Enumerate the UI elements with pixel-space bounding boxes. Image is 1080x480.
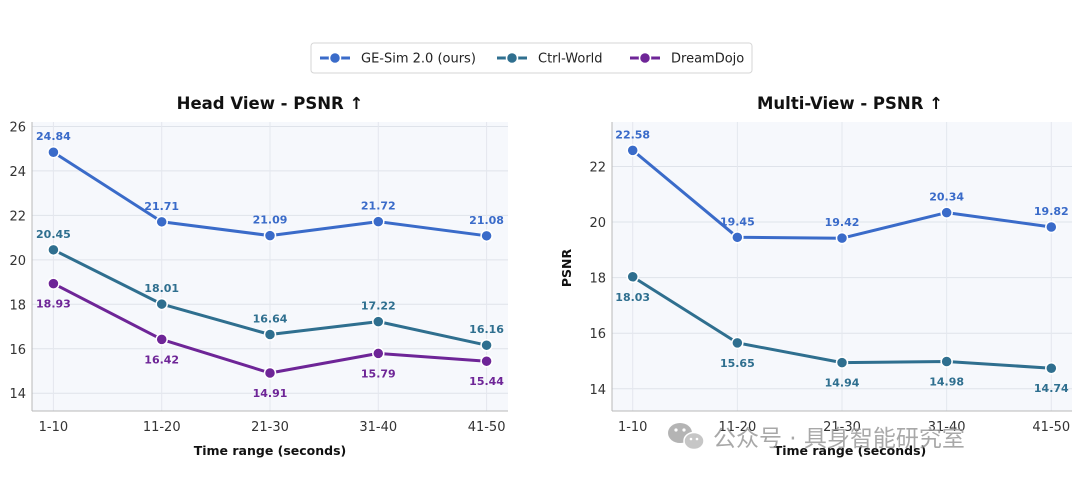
chart0-data-label-dreamdojo: 15.44 [469, 375, 504, 388]
wechat-icon [668, 423, 705, 451]
chart1-x-tick-label: 1-10 [618, 420, 648, 435]
chart1-x-tick-label: 11-20 [718, 420, 756, 435]
multi-view-plot-area: 14 16 18 20 22 1-10 11-20 21-30 31-40 41-50 22.58 1… [589, 122, 1072, 435]
chart0-y-tick-label: 16 [9, 343, 26, 358]
chart1-point-ge-sim-2-0-ours [1045, 220, 1058, 234]
chart0-y-tick-label: 24 [9, 165, 26, 180]
chart0-point-ge-sim-2-0-ours [155, 215, 168, 229]
legend-marker-dreamdojo [638, 51, 652, 65]
multi-view-y-axis-label: PSNR [559, 249, 574, 288]
chart1-y-tick-label: 18 [589, 272, 606, 287]
legend-label-ge-sim: GE-Sim 2.0 (ours) [361, 52, 476, 67]
chart1-point-ge-sim-2-0-ours [731, 231, 744, 244]
chart0-point-dreamdojo [372, 347, 385, 360]
chart0-data-label-ctrl-world: 17.22 [361, 300, 396, 313]
chart0-data-label-ge-sim-2-0-ours: 21.09 [253, 214, 288, 227]
chart1-data-label-ge-sim-2-0-ours: 22.58 [615, 128, 650, 141]
chart1-point-ge-sim-2-0-ours [940, 206, 953, 219]
chart0-point-ge-sim-2-0-ours [263, 229, 277, 242]
chart0-data-label-ge-sim-2-0-ours: 21.08 [469, 214, 504, 227]
chart0-data-label-ctrl-world: 16.16 [469, 323, 504, 336]
chart0-data-label-ctrl-world: 20.45 [36, 228, 71, 241]
head-view-chart: Head View - PSNR ↑ 14 16 18 20 22 24 26 1-10 11-… [9, 94, 508, 458]
chart1-y-tick-label: 20 [589, 216, 606, 231]
chart1-x-tick-label: 21-30 [823, 420, 861, 435]
chart0-point-ge-sim-2-0-ours [480, 229, 493, 243]
watermark-text: 公众号 · 具身智能研究室 [713, 426, 965, 452]
chart0-point-ctrl-world [47, 243, 60, 257]
chart1-point-ctrl-world [940, 355, 953, 368]
chart0-y-tick-label: 20 [9, 254, 26, 269]
chart0-data-label-dreamdojo: 16.42 [144, 353, 179, 366]
chart1-y-tick-label: 16 [589, 327, 606, 342]
chart0-point-dreamdojo [480, 354, 493, 368]
legend-item-ge-sim: GE-Sim 2.0 (ours) [320, 52, 476, 67]
legend-item-ctrl-world: Ctrl-World [497, 52, 603, 67]
chart0-point-ctrl-world [263, 328, 277, 341]
chart0-x-tick-label: 31-40 [359, 420, 397, 435]
chart1-data-label-ctrl-world: 14.94 [825, 377, 860, 390]
chart0-point-dreamdojo [263, 366, 277, 380]
multi-view-title: Multi-View - PSNR ↑ [757, 94, 943, 113]
head-view-x-axis-label: Time range (seconds) [194, 443, 347, 458]
legend-label-ctrl-world: Ctrl-World [538, 52, 603, 67]
legend-marker-ge-sim [328, 51, 342, 65]
chart0-data-label-ge-sim-2-0-ours: 24.84 [36, 130, 71, 143]
chart1-point-ctrl-world [731, 336, 744, 350]
chart0-point-ctrl-world [480, 338, 493, 352]
chart1-data-label-ge-sim-2-0-ours: 19.82 [1034, 205, 1069, 218]
head-view-plot-area: 14 16 18 20 22 24 26 1-10 11-20 21-30 31-40 41-50 24… [9, 120, 508, 435]
chart1-point-ctrl-world [626, 270, 639, 284]
chart0-point-dreamdojo [47, 277, 60, 290]
legend-marker-ctrl-world [505, 51, 519, 65]
chart1-point-ctrl-world [1045, 361, 1058, 375]
chart0-data-label-dreamdojo: 14.91 [253, 387, 288, 400]
legend-item-dreamdojo: DreamDojo [630, 52, 744, 67]
chart1-data-label-ctrl-world: 18.03 [615, 291, 650, 304]
multi-view-chart: Multi-View - PSNR ↑ 14 16 18 20 22 1-10 11-20 2… [559, 94, 1072, 458]
legend-frame [310, 42, 753, 74]
chart0-data-label-ctrl-world: 18.01 [144, 282, 179, 295]
legend: GE-Sim 2.0 (ours) Ctrl-World DreamDojo [310, 42, 753, 74]
chart1-y-tick-label: 22 [589, 160, 606, 175]
chart0-x-tick-label: 11-20 [143, 420, 181, 435]
watermark: 公众号 · 具身智能研究室 [668, 423, 965, 452]
chart1-data-label-ge-sim-2-0-ours: 19.42 [825, 216, 860, 229]
chart0-y-tick-label: 14 [9, 387, 26, 402]
chart1-data-label-ge-sim-2-0-ours: 19.45 [720, 215, 755, 228]
chart0-data-label-dreamdojo: 18.93 [36, 298, 71, 311]
chart0-data-label-ge-sim-2-0-ours: 21.72 [361, 200, 396, 213]
head-view-title: Head View - PSNR ↑ [177, 94, 364, 113]
chart1-point-ge-sim-2-0-ours [835, 231, 849, 245]
chart1-point-ge-sim-2-0-ours [626, 144, 639, 157]
chart0-x-tick-label: 1-10 [39, 420, 69, 435]
chart1-data-label-ge-sim-2-0-ours: 20.34 [929, 191, 964, 204]
chart1-x-tick-label: 31-40 [928, 420, 966, 435]
chart1-data-label-ctrl-world: 14.74 [1034, 382, 1069, 395]
chart0-data-label-ge-sim-2-0-ours: 21.71 [144, 200, 179, 213]
chart1-point-ctrl-world [835, 356, 849, 369]
chart1-data-label-ctrl-world: 15.65 [720, 357, 755, 370]
chart0-data-label-ctrl-world: 16.64 [253, 313, 288, 326]
chart0-x-tick-label: 21-30 [251, 420, 289, 435]
chart1-data-label-ctrl-world: 14.98 [929, 376, 964, 389]
chart0-data-label-dreamdojo: 15.79 [361, 367, 396, 380]
multi-view-x-axis-label: Time range (seconds) [774, 443, 927, 458]
chart0-point-ge-sim-2-0-ours [47, 145, 60, 159]
chart0-point-ctrl-world [372, 315, 385, 328]
chart0-y-tick-label: 22 [9, 209, 26, 224]
chart0-x-tick-label: 41-50 [468, 420, 506, 435]
chart1-y-tick-label: 14 [589, 383, 606, 398]
chart0-point-ge-sim-2-0-ours [372, 215, 385, 228]
chart0-point-ctrl-world [155, 297, 168, 311]
chart1-x-tick-label: 41-50 [1032, 420, 1070, 435]
chart0-point-dreamdojo [155, 333, 168, 346]
chart0-y-tick-label: 26 [9, 120, 26, 135]
legend-label-dreamdojo: DreamDojo [671, 52, 744, 67]
chart0-y-tick-label: 18 [9, 298, 26, 313]
